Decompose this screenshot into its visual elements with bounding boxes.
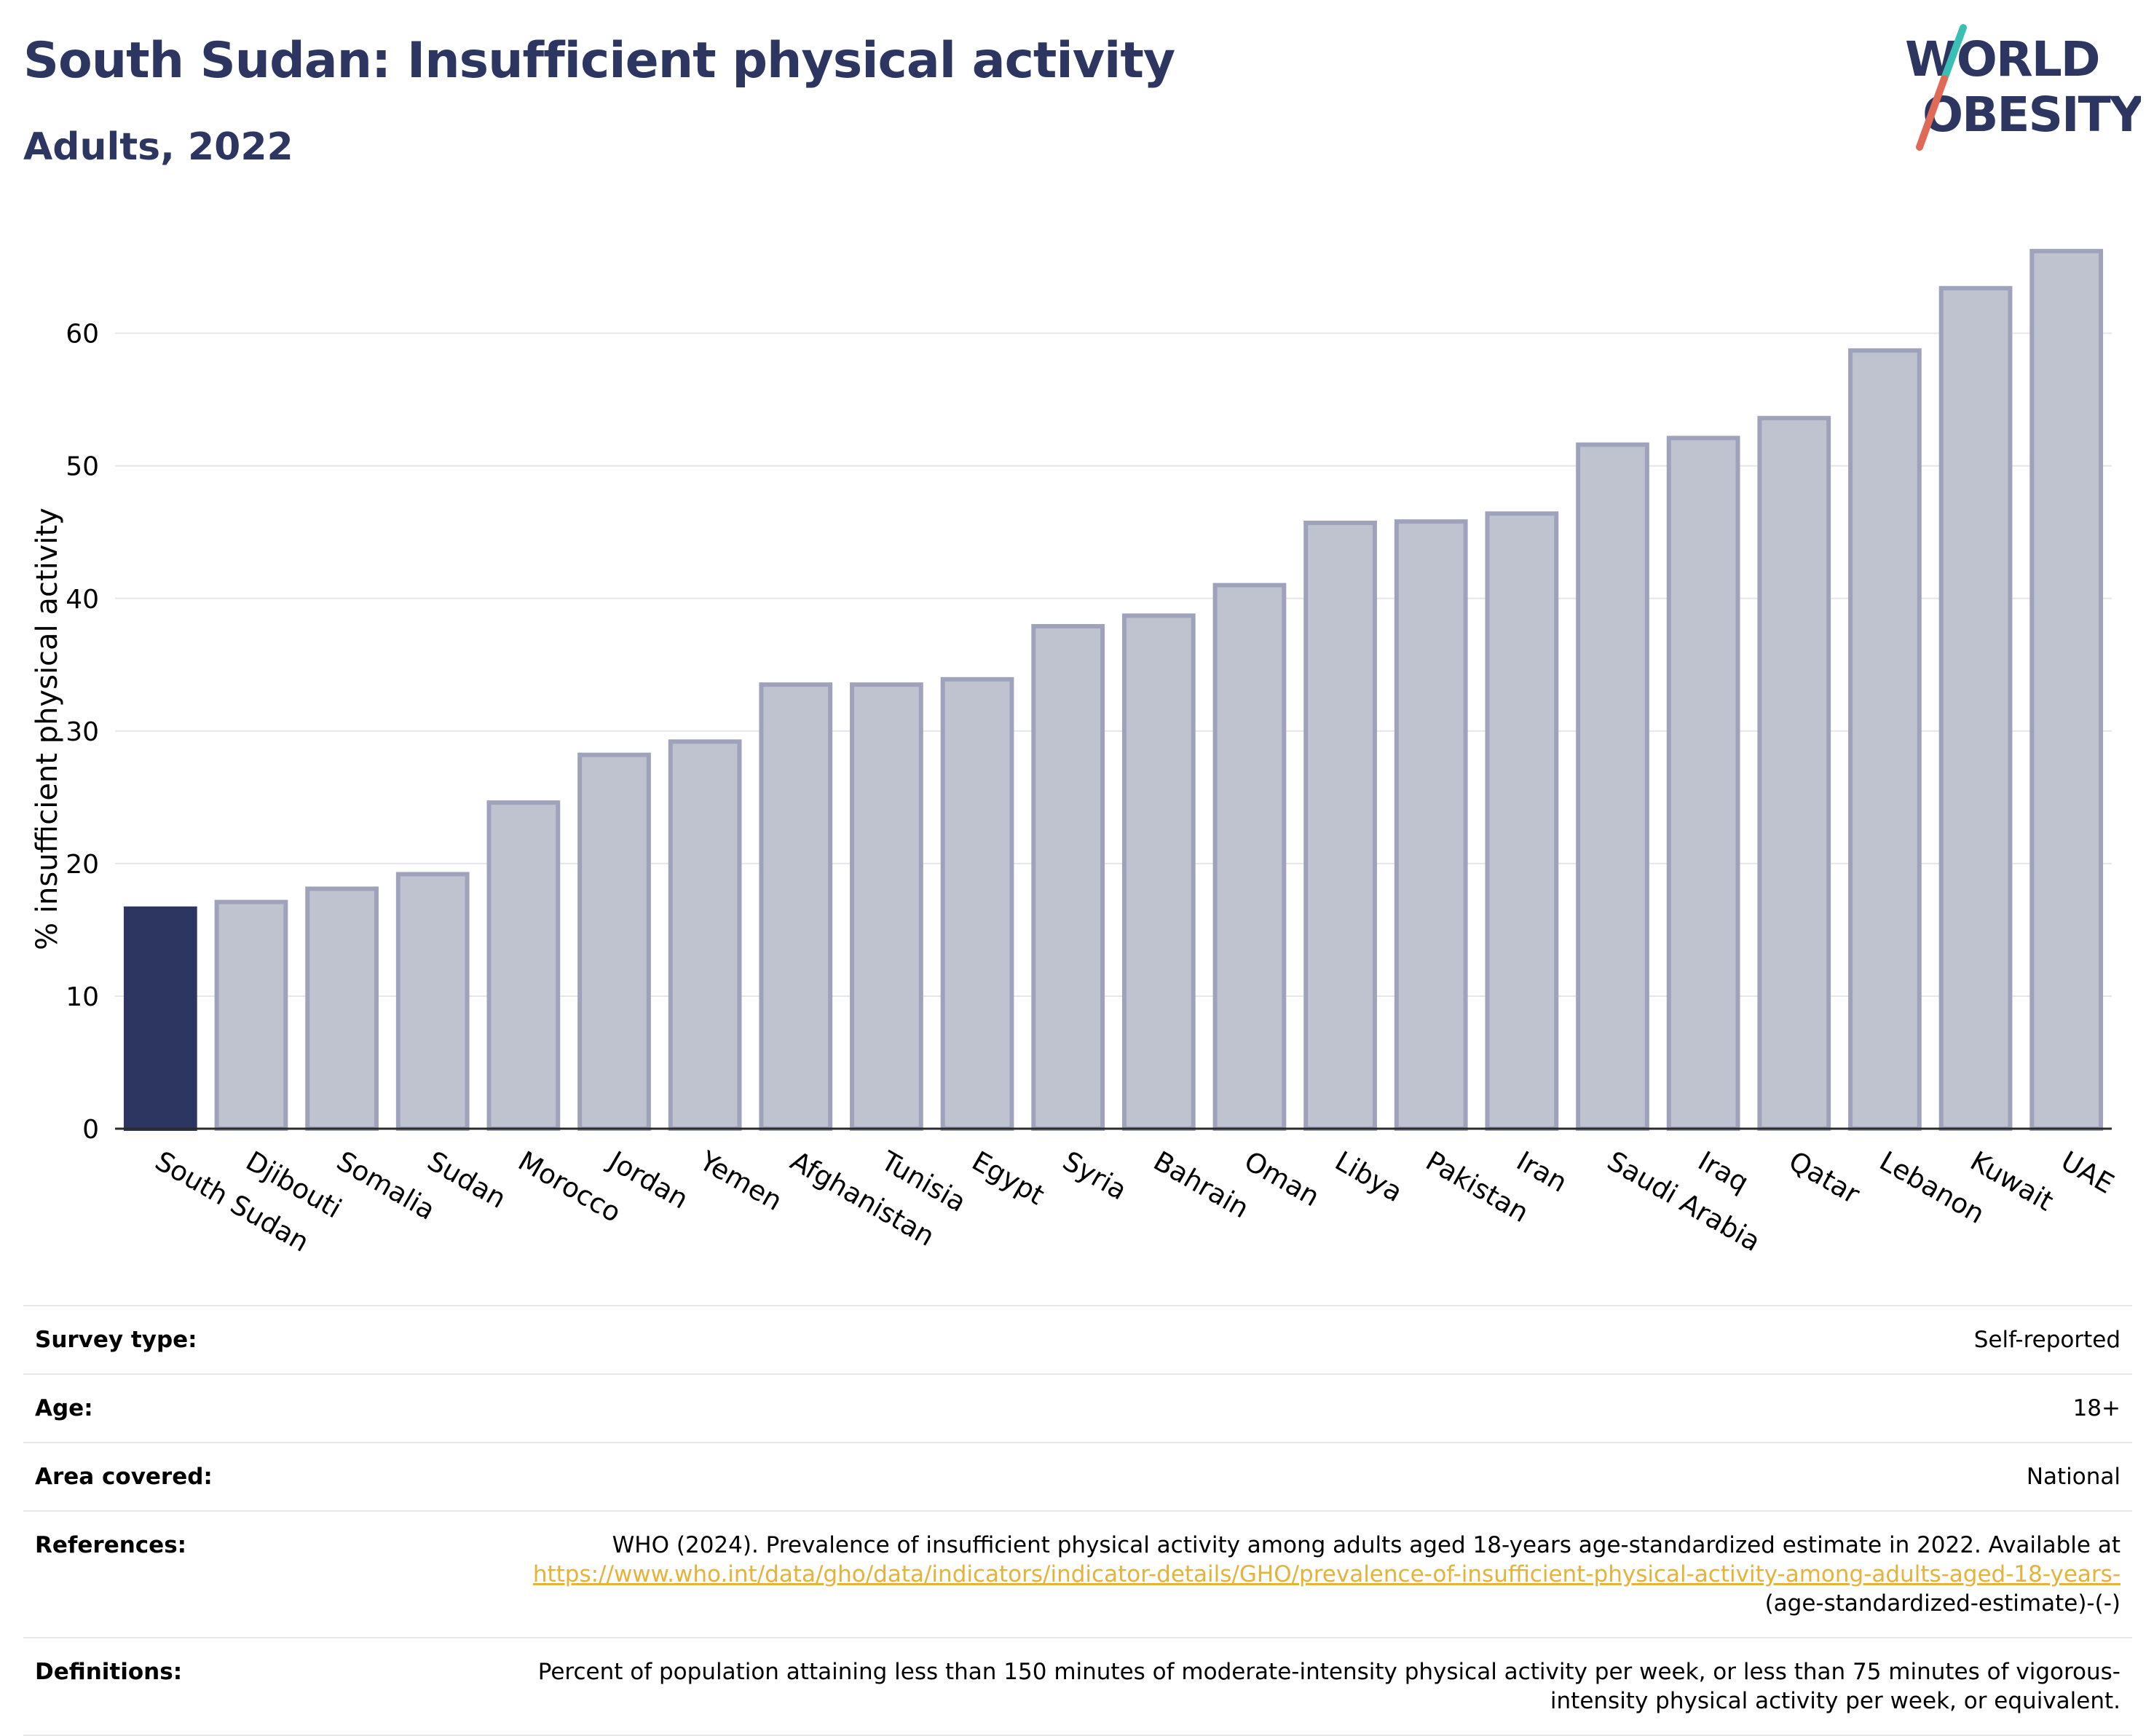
bar	[214, 899, 288, 1132]
x-tick-label: Syria	[1057, 1145, 1132, 1207]
bar	[1394, 519, 1468, 1131]
bar	[1485, 511, 1559, 1131]
x-tick-label: Bahrain	[1148, 1145, 1254, 1225]
chart-subtitle: Adults, 2022	[23, 125, 293, 169]
world-obesity-logo: WORLD OBESITY	[1905, 24, 2141, 151]
survey-type-value: Self-reported	[1973, 1327, 2121, 1353]
x-tick-label: Saudi Arabia	[1602, 1145, 1766, 1258]
area-value: National	[2026, 1464, 2121, 1490]
y-tick-label: 40	[66, 585, 99, 615]
x-tick-label: Morocco	[513, 1145, 626, 1229]
bar	[1757, 416, 1831, 1131]
bar	[1212, 583, 1287, 1131]
x-tick-label: Yemen	[694, 1145, 788, 1217]
x-tick-label: South Sudan	[150, 1145, 315, 1258]
info-row-age: Age: 18+	[23, 1373, 2132, 1442]
definitions-value: Percent of population attaining less tha…	[537, 1659, 2121, 1714]
y-tick-label: 10	[66, 982, 99, 1012]
bar	[1303, 520, 1377, 1131]
bars	[123, 248, 2104, 1132]
area-label: Area covered:	[35, 1464, 213, 1490]
info-row-area: Area covered: National	[23, 1442, 2132, 1510]
svg-text:OBESITY: OBESITY	[1922, 87, 2141, 143]
bar	[1938, 285, 2013, 1131]
bar	[759, 682, 833, 1131]
bar-chart: 0 10 20 30 40 50 60 South SudanDjiboutiSomalia…	[31, 248, 2119, 1258]
x-tick-label: Libya	[1330, 1145, 1408, 1209]
bar	[1031, 623, 1105, 1131]
x-tick-label: Iraq	[1693, 1145, 1754, 1199]
y-tick-label: 0	[82, 1115, 99, 1145]
bar	[668, 739, 742, 1131]
info-row-survey-type: Survey type: Self-reported	[23, 1305, 2132, 1373]
x-tick-label: UAE	[2056, 1145, 2119, 1200]
references-value: WHO (2024). Prevalence of insufficient p…	[489, 1531, 2121, 1618]
bar	[940, 676, 1014, 1131]
survey-type-label: Survey type:	[35, 1327, 197, 1353]
definitions-label: Definitions:	[35, 1659, 183, 1685]
age-value: 18+	[2072, 1395, 2121, 1421]
references-link[interactable]: https://www.who.int/data/gho/data/indica…	[532, 1561, 2121, 1587]
bar	[123, 906, 197, 1131]
bar	[486, 800, 561, 1131]
y-tick-label: 20	[66, 850, 99, 880]
y-tick-label: 60	[66, 320, 99, 350]
y-axis-ticks: 0 10 20 30 40 50 60	[66, 320, 99, 1145]
bar	[395, 872, 470, 1131]
bar	[850, 682, 923, 1131]
bar	[1576, 442, 1649, 1131]
info-row-definitions: Definitions: Percent of population attai…	[23, 1637, 2132, 1736]
y-tick-label: 30	[66, 717, 99, 747]
x-tick-label: Iran	[1511, 1145, 1572, 1199]
x-tick-label: Oman	[1239, 1145, 1325, 1213]
references-text: WHO (2024). Prevalence of insufficient p…	[612, 1532, 2121, 1558]
age-label: Age:	[35, 1395, 93, 1421]
x-tick-label: Somalia	[331, 1145, 441, 1226]
x-tick-label: Egypt	[967, 1145, 1050, 1212]
bar	[2029, 248, 2104, 1131]
chart-title: South Sudan: Insufficient physical activ…	[23, 32, 1175, 90]
y-tick-label: 50	[66, 452, 99, 482]
bar	[1121, 613, 1196, 1131]
references-label: References:	[35, 1532, 187, 1558]
info-table: Survey type: Self-reported Age: 18+ Area…	[23, 1305, 2132, 1736]
bar	[577, 752, 651, 1131]
svg-text:WORLD: WORLD	[1905, 31, 2099, 87]
x-tick-label: Qatar	[1783, 1145, 1865, 1211]
bar	[1666, 435, 1740, 1131]
bar	[305, 886, 379, 1131]
bar	[1848, 348, 1922, 1131]
references-suffix: (age-standardized-estimate)-(-)	[1764, 1590, 2121, 1617]
x-tick-label: Pakistan	[1421, 1145, 1534, 1229]
info-row-references: References: WHO (2024). Prevalence of in…	[23, 1510, 2132, 1637]
y-axis-label: % insufficient physical activity	[31, 508, 64, 950]
